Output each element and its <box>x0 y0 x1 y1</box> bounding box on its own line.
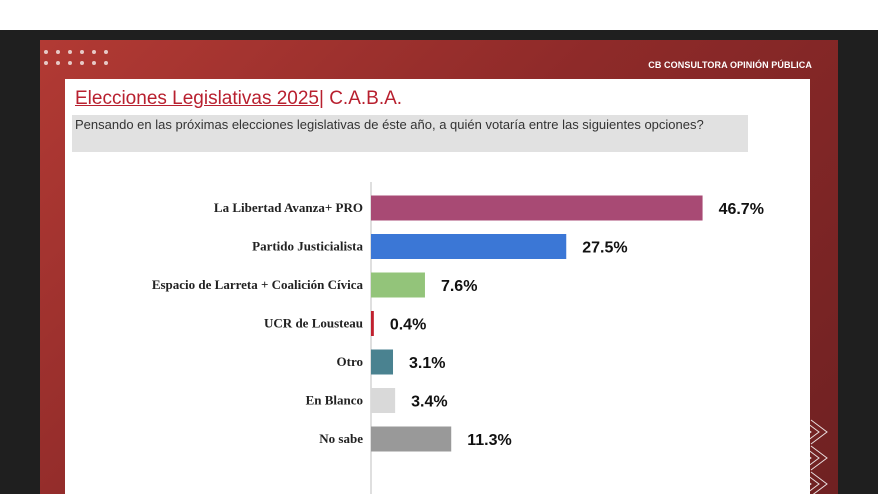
value-label: 7.6% <box>441 278 477 295</box>
bar <box>371 349 394 375</box>
bar <box>371 234 567 259</box>
dot <box>80 61 84 65</box>
dot-pattern <box>44 50 134 65</box>
category-label: Espacio de Larreta + Coalición Cívica <box>152 277 364 292</box>
chevron-decoration-icon <box>794 419 828 494</box>
dot <box>68 50 72 54</box>
value-label: 3.1% <box>409 355 445 372</box>
dot <box>68 61 72 65</box>
dot <box>44 61 48 65</box>
bar <box>371 272 425 298</box>
content-panel: Elecciones Legislativas 2025| C.A.B.A. P… <box>65 79 810 494</box>
value-label: 46.7% <box>719 201 764 218</box>
dot <box>92 61 96 65</box>
category-label: La Libertad Avanza+ PRO <box>214 200 363 215</box>
value-label: 0.4% <box>390 317 426 334</box>
dot <box>44 50 48 54</box>
slide-title-location: | C.A.B.A. <box>319 88 403 109</box>
category-label: Otro <box>337 354 363 369</box>
dot <box>80 50 84 54</box>
category-label: Partido Justicialista <box>252 239 363 254</box>
slide-title-main: Elecciones Legislativas 2025 <box>75 88 319 109</box>
brand-label: CB CONSULTORA OPINIÓN PÚBLICA <box>648 60 812 70</box>
category-label: En Blanco <box>306 393 363 408</box>
bar <box>371 195 703 221</box>
bar <box>371 388 396 413</box>
dot <box>104 61 108 65</box>
value-label: 3.4% <box>411 394 447 411</box>
category-label: UCR de Lousteau <box>264 316 363 331</box>
dot <box>104 50 108 54</box>
bar <box>371 426 452 452</box>
value-label: 11.3% <box>467 432 511 449</box>
dot <box>56 50 60 54</box>
bar-chart: La Libertad Avanza+ PRO 46.7% Partido Just… <box>152 182 764 494</box>
question-box: Pensando en las próximas elecciones legi… <box>72 115 748 152</box>
value-label: 27.5% <box>582 240 627 257</box>
category-label: No sabe <box>319 431 363 446</box>
top-white-band <box>0 0 878 30</box>
slide: CB CONSULTORA OPINIÓN PÚBLICA Elecciones… <box>40 40 838 494</box>
dot <box>56 61 60 65</box>
question-text: Pensando en las próximas elecciones legi… <box>75 117 704 132</box>
bar <box>371 311 374 336</box>
slide-title: Elecciones Legislativas 2025| C.A.B.A. <box>75 88 402 110</box>
dot <box>92 50 96 54</box>
